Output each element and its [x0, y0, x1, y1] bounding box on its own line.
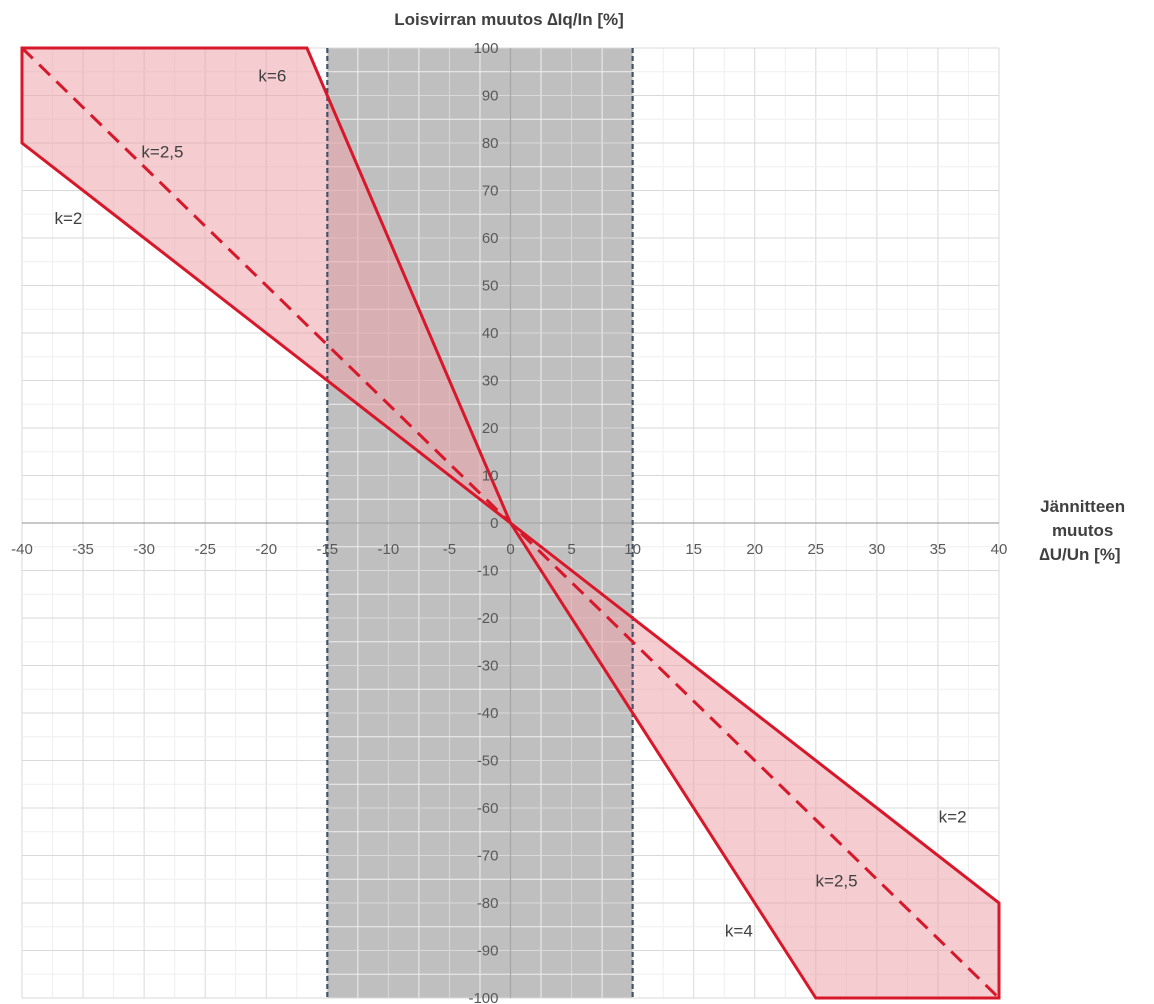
x-tick-label: 40	[991, 541, 1008, 558]
curve-label: k=2	[939, 807, 967, 826]
y-tick-label: -90	[477, 943, 499, 960]
x-tick-label: 25	[807, 541, 824, 558]
y-axis-title: Loisvirran muutos ∆Iq/In [%]	[394, 10, 624, 29]
x-tick-label: -25	[194, 541, 216, 558]
x-tick-label: -30	[133, 541, 155, 558]
y-tick-label: -60	[477, 800, 499, 817]
x-tick-label: 15	[685, 541, 702, 558]
x-tick-label: 35	[930, 541, 947, 558]
y-tick-label: 20	[482, 420, 499, 437]
x-axis-title-line-1: Jännitteen	[1040, 497, 1125, 516]
series-line-k-2-5-dashed	[20, 46, 1001, 1000]
y-tick-label: -70	[477, 848, 499, 865]
y-tick-label: -20	[477, 610, 499, 627]
curve-label: k=2,5	[141, 142, 183, 161]
x-tick-label: -35	[72, 541, 94, 558]
x-tick-label: -10	[378, 541, 400, 558]
x-tick-label: -40	[11, 541, 33, 558]
y-tick-label: 60	[482, 230, 499, 247]
curve-label-layer: k=6 k=2,5 k=2 k=2 k=2,5 k=4	[54, 66, 966, 940]
curve-label: k=2,5	[816, 871, 858, 890]
curve-label: k=2	[54, 209, 82, 228]
y-tick-label: -50	[477, 753, 499, 770]
tick-label-layer: -40 -35 -30 -25 -20 -15 -10 -5 0 5 10 15 20 25 30 35 401…	[11, 40, 1007, 1004]
y-tick-label: 0	[490, 515, 498, 532]
x-tick-label: 30	[869, 541, 886, 558]
y-tick-label: -100	[468, 990, 498, 1004]
x-tick-label: -15	[316, 541, 338, 558]
y-tick-label: -30	[477, 658, 499, 675]
y-tick-label: 80	[482, 135, 499, 152]
y-tick-label: 100	[473, 40, 498, 57]
x-axis-title-line-3: ∆U/Un [%]	[1039, 545, 1120, 564]
x-axis-title: Jännitteen muutos ∆U/Un [%]	[1039, 497, 1130, 564]
region-lower-outline	[509, 521, 1001, 1000]
y-tick-label: -80	[477, 895, 499, 912]
x-tick-label: -20	[255, 541, 277, 558]
y-tick-label: 70	[482, 183, 499, 200]
y-tick-label: 50	[482, 278, 499, 295]
y-tick-label: -10	[477, 563, 499, 580]
y-tick-label: 90	[482, 88, 499, 105]
x-tick-label: 20	[746, 541, 763, 558]
band-border-layer	[326, 48, 634, 998]
x-tick-label: -5	[443, 541, 456, 558]
y-tick-label: 40	[482, 325, 499, 342]
curve-label: k=4	[725, 921, 753, 940]
series-line-layer	[20, 46, 1001, 1000]
x-tick-label: 0	[506, 541, 514, 558]
y-tick-label: 10	[482, 468, 499, 485]
x-tick-label: 5	[567, 541, 575, 558]
y-tick-label: -40	[477, 705, 499, 722]
x-axis-title-line-2: muutos	[1052, 521, 1113, 540]
y-tick-label: 30	[482, 373, 499, 390]
x-tick-label: 10	[624, 541, 641, 558]
curve-label: k=6	[258, 66, 286, 85]
